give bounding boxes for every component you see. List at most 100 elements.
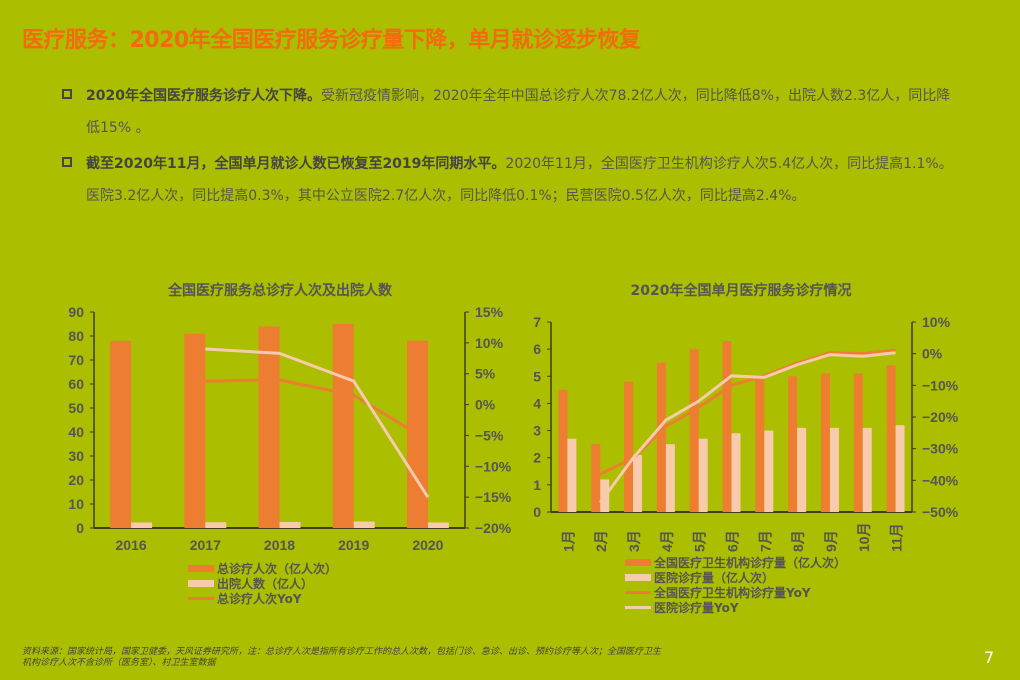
y-tick-label: 70: [68, 352, 84, 368]
legend-item: 总诊疗人次YoY: [188, 591, 337, 606]
y-tick-label: 7: [533, 314, 541, 330]
bullet-1-text: 受新冠疫情影响，2020年全年中国总诊疗人次78.2亿人次，同比降低8%，出院人…: [86, 88, 951, 136]
y2-tick-label: 10%: [922, 314, 951, 330]
y-tick-label: 90: [68, 304, 84, 320]
y-tick-label: 1: [533, 477, 541, 493]
legend-swatch: [625, 559, 651, 566]
y-tick-label: 5: [533, 368, 541, 384]
legend-swatch: [188, 565, 214, 572]
y2-tick-label: −50%: [922, 504, 959, 520]
bar: [820, 373, 830, 512]
bar: [656, 362, 666, 512]
bar: [591, 444, 601, 512]
page-number: 7: [984, 648, 995, 667]
square-bullet-icon: [62, 157, 72, 167]
bullet-2-heading: 截至2020年11月，全国单月就诊人数已恢复至2019年同期水平。: [86, 156, 506, 172]
legend-item: 出院人数（亿人）: [188, 576, 337, 591]
bar: [110, 340, 132, 528]
bar: [558, 389, 568, 512]
y-tick-label: 3: [533, 423, 541, 439]
y2-tick-label: 0%: [922, 346, 943, 362]
chart-2-title: 2020年全国单月医疗服务诊疗情况: [630, 283, 852, 299]
x-tick-label: 2017: [190, 537, 221, 553]
x-tick-label: 9月: [823, 530, 839, 552]
legend-item: 全国医疗卫生机构诊疗量YoY: [625, 585, 846, 600]
y2-tick-label: 15%: [475, 304, 504, 320]
y-tick-label: 10: [68, 496, 84, 512]
source-footnote: 资料来源：国家统计局，国家卫健委，天风证券研究所，注：总诊疗人次是指所有诊疗工作…: [22, 647, 662, 668]
x-tick-label: 2016: [116, 537, 147, 553]
bar: [353, 521, 375, 528]
x-tick-label: 2月: [593, 530, 609, 552]
x-tick-label: 3月: [626, 530, 642, 552]
y2-tick-label: −5%: [475, 427, 504, 443]
bar: [862, 427, 872, 512]
bar: [665, 444, 675, 512]
x-tick-label: 7月: [757, 530, 773, 552]
bar: [797, 427, 807, 512]
bar: [853, 373, 863, 512]
chart-2-legend: 全国医疗卫生机构诊疗量（亿人次） 医院诊疗量（亿人次） 全国医疗卫生机构诊疗量Y…: [625, 555, 846, 615]
legend-swatch: [625, 574, 651, 581]
y2-tick-label: −10%: [475, 458, 512, 474]
bar: [624, 381, 634, 512]
x-tick-label: 4月: [659, 530, 675, 552]
bar: [184, 333, 206, 528]
bar: [633, 455, 643, 512]
y2-tick-label: −30%: [922, 441, 959, 457]
y2-tick-label: −10%: [922, 377, 959, 393]
chart-1-legend: 总诊疗人次（亿人次） 出院人数（亿人） 总诊疗人次YoY: [188, 561, 337, 606]
x-tick-label: 2018: [264, 537, 295, 553]
square-bullet-icon: [62, 89, 72, 99]
yoy-line: [599, 351, 896, 504]
bar: [205, 522, 227, 528]
x-tick-label: 11月: [889, 523, 905, 552]
y2-tick-label: −15%: [475, 489, 512, 505]
y-tick-label: 6: [533, 341, 541, 357]
bar: [788, 376, 798, 512]
legend-line: [188, 597, 214, 600]
legend-item: 总诊疗人次（亿人次）: [188, 561, 337, 576]
bar: [427, 522, 449, 528]
y-tick-label: 2: [533, 450, 541, 466]
bar: [689, 349, 699, 512]
bullet-2-text: 2020年11月，全国医疗卫生机构诊疗人次5.4亿人次，同比提高1.1%。医院3…: [86, 156, 953, 204]
legend-item: 医院诊疗量YoY: [625, 600, 846, 615]
y-tick-label: 40: [68, 424, 84, 440]
legend-swatch: [188, 580, 214, 587]
y-tick-label: 60: [68, 376, 84, 392]
bullet-1-heading: 2020年全国医疗服务诊疗人次下降。: [86, 88, 321, 104]
x-tick-label: 2019: [338, 537, 369, 553]
bar: [131, 522, 153, 528]
y-tick-label: 0: [533, 504, 541, 520]
x-tick-label: 2020: [412, 537, 443, 553]
bar: [764, 430, 774, 512]
x-tick-label: 1月: [560, 530, 576, 552]
x-tick-label: 5月: [692, 530, 708, 552]
y-tick-label: 4: [533, 395, 541, 411]
bar: [279, 522, 301, 528]
chart-1-title: 全国医疗服务总诊疗人次及出院人数: [168, 283, 392, 299]
legend-item: 全国医疗卫生机构诊疗量（亿人次）: [625, 555, 846, 570]
bar: [731, 433, 741, 512]
yoy-line: [599, 348, 896, 476]
y2-tick-label: −20%: [475, 520, 512, 536]
bar: [567, 438, 577, 512]
y2-tick-label: 10%: [475, 335, 504, 351]
y-tick-label: 0: [76, 520, 84, 536]
legend-line: [625, 606, 651, 609]
bar: [698, 438, 708, 512]
legend-line: [625, 591, 651, 594]
bar: [258, 326, 280, 528]
yoy-line: [205, 347, 430, 498]
page-title: 医疗服务：2020年全国医疗服务诊疗量下降，单月就诊逐步恢复: [22, 28, 641, 53]
bar: [886, 365, 896, 512]
bullet-2: 截至2020年11月，全国单月就诊人数已恢复至2019年同期水平。2020年11…: [62, 148, 962, 212]
y-tick-label: 50: [68, 400, 84, 416]
x-tick-label: 8月: [790, 530, 806, 552]
y2-tick-label: 5%: [475, 366, 496, 382]
x-tick-label: 10月: [856, 522, 872, 552]
y-tick-label: 80: [68, 328, 84, 344]
bar: [895, 425, 905, 512]
